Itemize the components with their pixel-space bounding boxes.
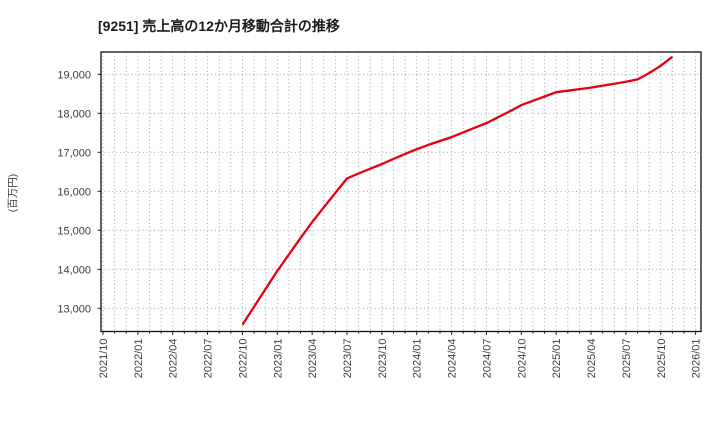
axis-ticks [97,73,697,335]
x-tick-label: 2023/01 [272,339,284,379]
revenue-line [241,55,674,326]
y-tick-labels: 13,000 14,000 15,000 16,000 17,000 18,000 19,0… [57,69,91,315]
x-tick-label: 2021/10 [98,339,110,379]
y-tick-label: 16,000 [57,186,91,198]
x-tick-label: 2023/10 [377,339,389,379]
x-tick-label: 2022/10 [237,339,249,379]
x-tick-label: 2026/01 [691,339,703,379]
x-tick-label: 2024/10 [516,339,528,379]
x-tick-label: 2022/01 [133,339,145,379]
x-tick-label: 2023/07 [342,339,354,379]
y-tick-label: 14,000 [57,264,91,276]
x-tick-label: 2025/07 [621,339,633,379]
x-tick-label: 2024/01 [412,339,424,379]
y-tick-label: 19,000 [57,69,91,81]
y-tick-label: 15,000 [57,225,91,237]
x-tick-label: 2022/07 [203,339,215,379]
gridlines [101,52,701,332]
x-tick-label: 2025/04 [586,339,598,379]
y-tick-label: 13,000 [57,303,91,315]
y-tick-label: 17,000 [57,147,91,159]
x-tick-label: 2024/04 [447,339,459,379]
x-tick-label: 2025/01 [551,339,563,379]
y-tick-label: 18,000 [57,108,91,120]
revenue-series-path [241,55,674,326]
y-axis-label: (百万円) [7,174,19,213]
x-tick-label: 2024/07 [481,338,493,378]
chart-title: [9251] 売上高の12か月移動合計の推移 [98,18,340,34]
x-tick-label: 2025/10 [656,339,668,379]
x-tick-labels: 2021/10 2022/01 2022/04 2022/07 2022/10 2023/… [98,338,703,378]
plot-border [100,51,702,333]
x-tick-label: 2023/04 [307,339,319,379]
x-tick-label: 2022/04 [168,339,180,379]
